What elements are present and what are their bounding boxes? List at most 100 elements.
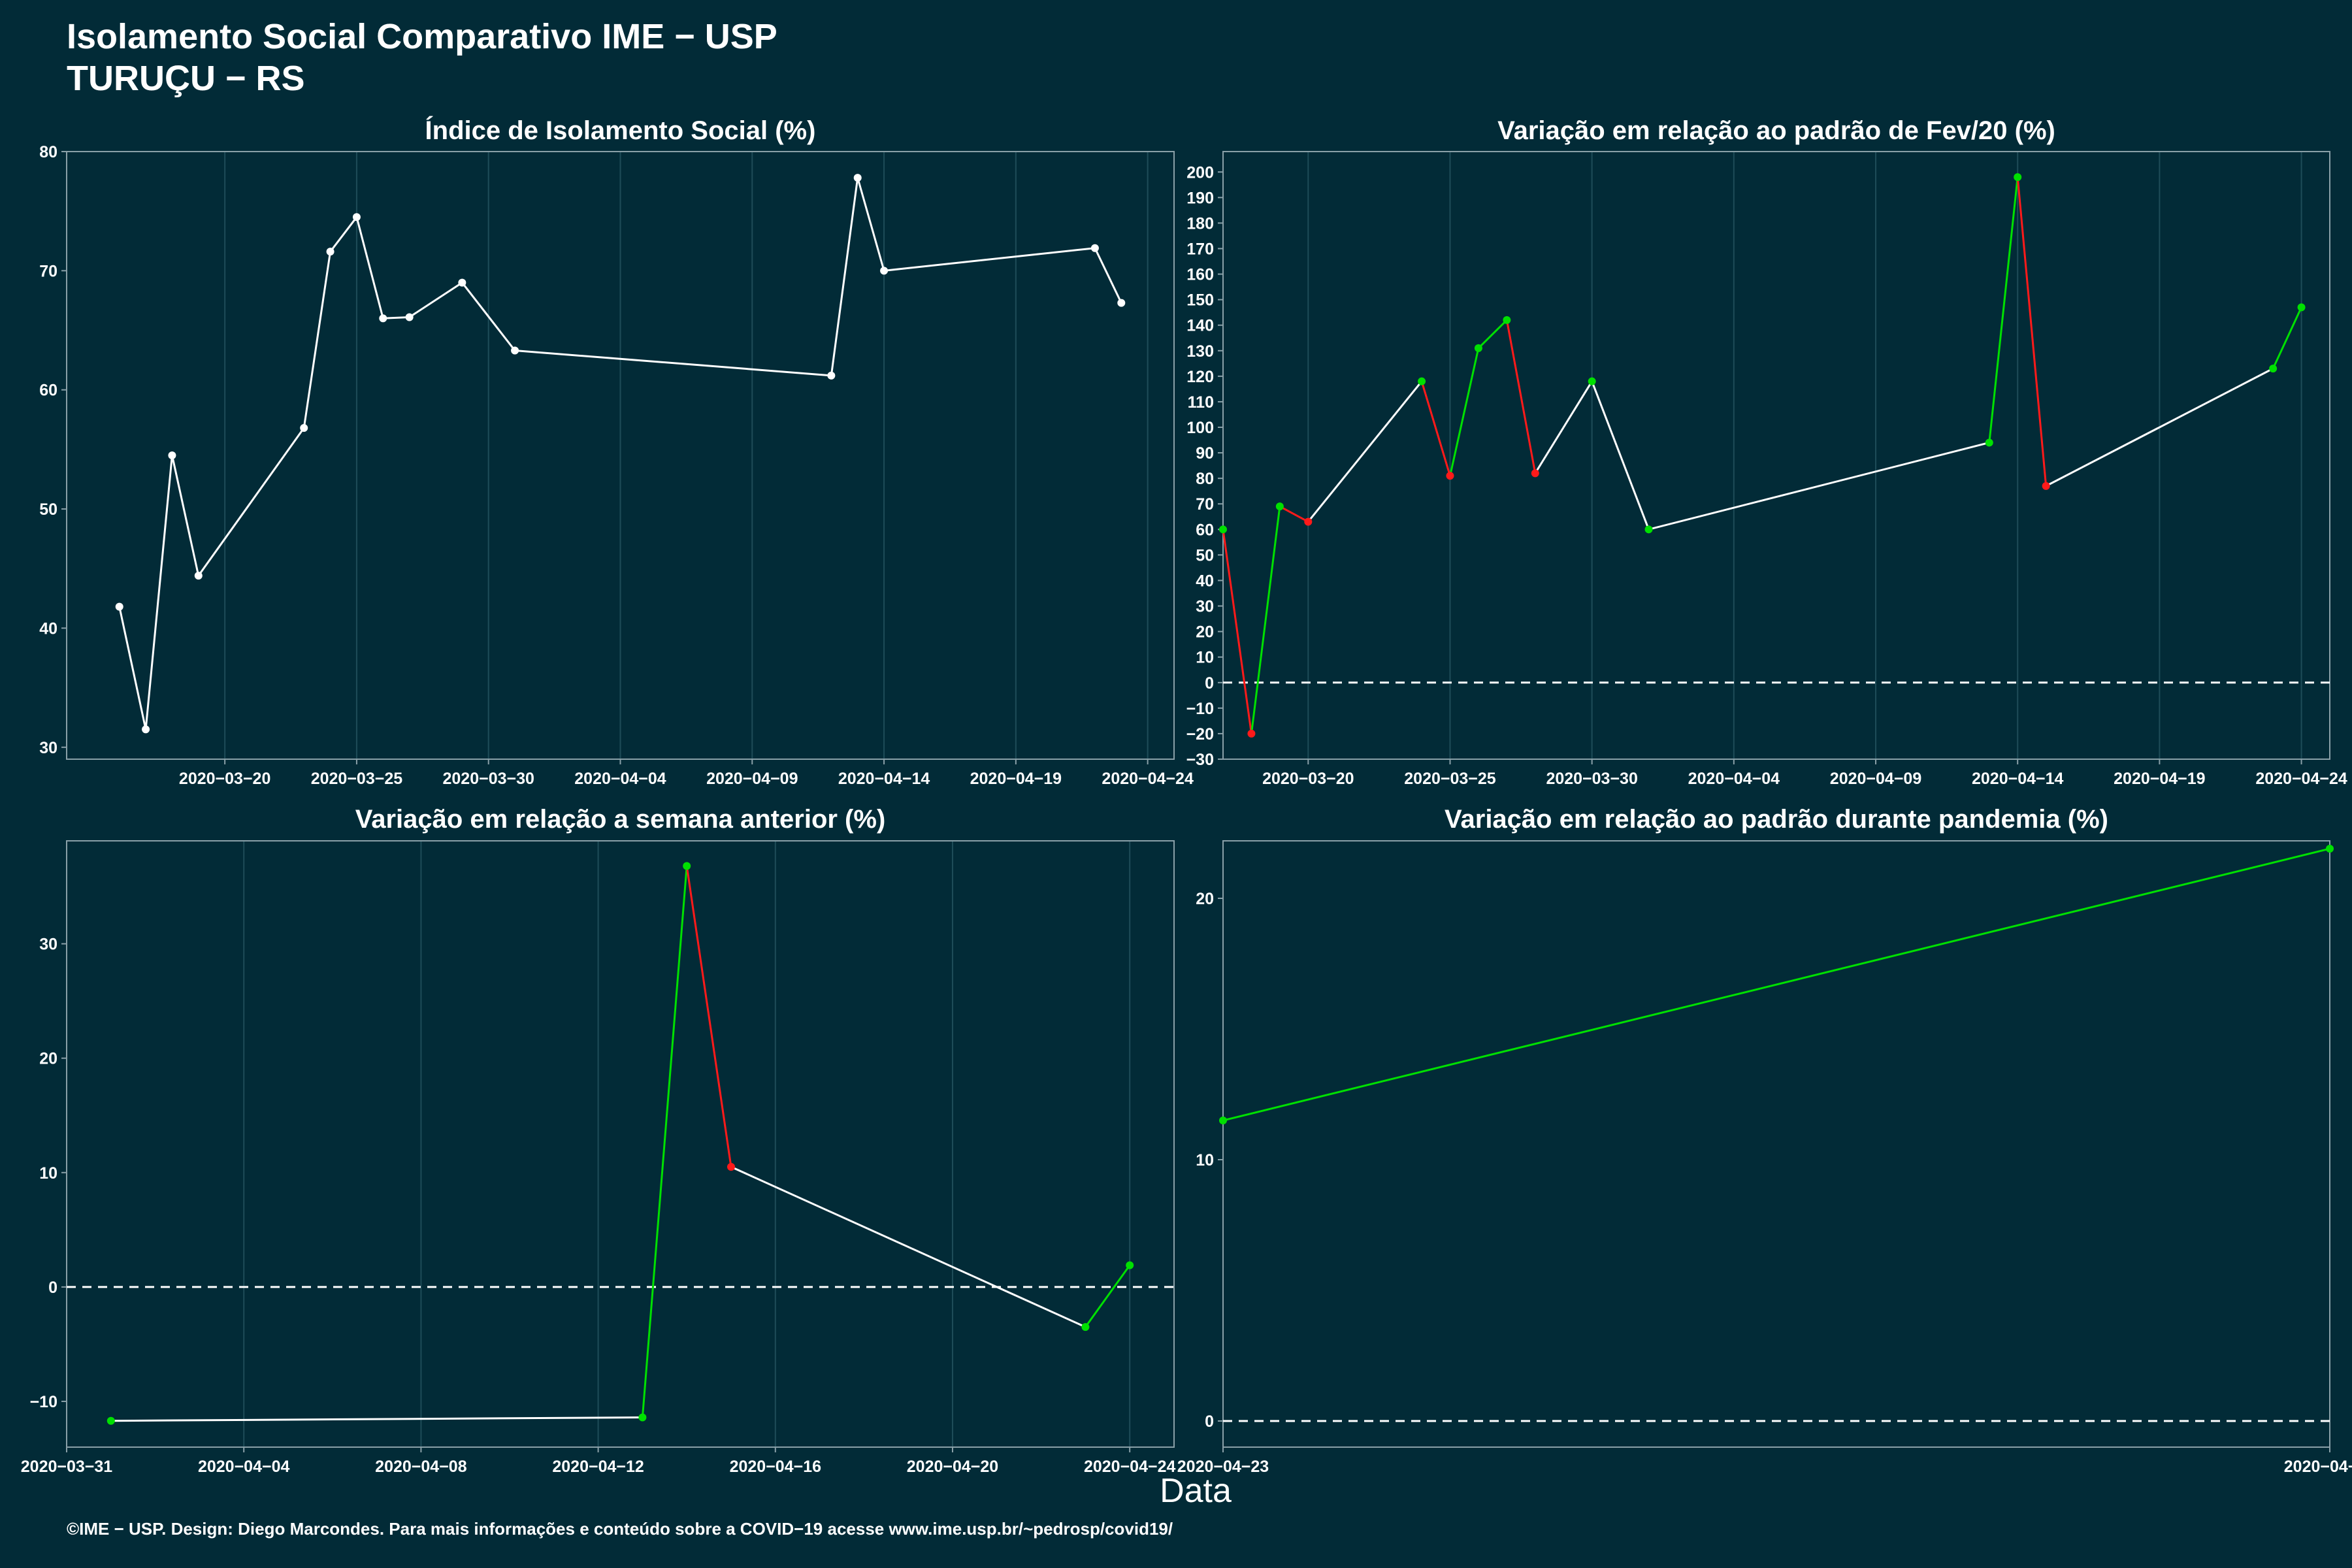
x-tick-label: 2020−04−24 — [2284, 1458, 2352, 1476]
series-segment — [1534, 380, 1593, 474]
series-segment — [197, 427, 305, 577]
series-segment — [830, 177, 859, 376]
data-point — [1446, 472, 1454, 480]
data-point — [106, 1416, 115, 1425]
footer-credits: ©IME − USP. Design: Diego Marcondes. Par… — [67, 1519, 1173, 1539]
x-tick-label: 2020−04−04 — [1688, 770, 1780, 788]
data-point — [880, 267, 889, 275]
series-segment — [1505, 319, 1537, 474]
y-tick-label: −10 — [1186, 700, 1214, 718]
page-subtitle: TURUÇU − RS — [67, 59, 305, 98]
x-tick-label: 2020−03−20 — [1262, 770, 1354, 788]
series-segment — [2045, 367, 2274, 487]
data-point — [1474, 344, 1482, 352]
y-tick-label: 30 — [39, 936, 57, 954]
x-tick-label: 2020−04−09 — [706, 770, 798, 788]
y-tick-label: 50 — [39, 500, 57, 519]
series-segment — [408, 282, 463, 318]
y-tick-label: 0 — [1205, 1413, 1214, 1431]
data-point — [1503, 316, 1511, 324]
y-tick-label: 180 — [1186, 214, 1214, 233]
y-tick-label: 0 — [48, 1279, 57, 1297]
series-segment — [730, 1166, 1086, 1328]
series-segment — [514, 350, 832, 377]
data-point — [1985, 438, 1993, 447]
series-segment — [685, 866, 732, 1168]
y-tick-label: −10 — [30, 1393, 57, 1411]
x-tick-label: 2020−04−23 — [1177, 1458, 1269, 1476]
y-tick-label: 150 — [1186, 291, 1214, 310]
x-tick-label: 2020−04−04 — [574, 770, 666, 788]
data-point — [1081, 1323, 1090, 1331]
x-tick-label: 2020−03−31 — [21, 1458, 113, 1476]
page-title: Isolamento Social Comparativo IME − USP — [67, 17, 777, 56]
series-segment — [1279, 505, 1309, 523]
y-tick-label: 100 — [1186, 419, 1214, 437]
x-tick-label: 2020−03−30 — [442, 770, 534, 788]
data-point — [115, 602, 123, 611]
series-segment — [1420, 381, 1451, 476]
y-tick-label: 30 — [1196, 598, 1214, 616]
data-point — [458, 278, 466, 287]
y-tick-label: 70 — [39, 262, 57, 280]
y-tick-label: 70 — [1196, 495, 1214, 514]
data-point — [727, 1163, 735, 1171]
y-tick-label: 170 — [1186, 240, 1214, 258]
series-segment — [857, 177, 885, 271]
series-segment — [1307, 380, 1423, 523]
x-tick-label: 2020−04−09 — [1830, 770, 1921, 788]
data-point — [1275, 502, 1284, 511]
y-tick-label: −20 — [1186, 725, 1214, 743]
data-point — [1090, 244, 1099, 252]
y-tick-label: 10 — [39, 1164, 57, 1183]
y-tick-label: 50 — [1196, 546, 1214, 564]
data-point — [352, 213, 361, 221]
series-segment — [110, 1416, 643, 1422]
x-tick-label: 2020−04−24 — [1084, 1458, 1176, 1476]
y-tick-label: 190 — [1186, 189, 1214, 207]
series-segment — [1094, 248, 1122, 304]
series-segment — [1648, 442, 1990, 531]
data-point — [194, 572, 203, 580]
data-point — [1304, 517, 1313, 526]
series-segment — [1222, 529, 1252, 734]
series-segment — [641, 866, 688, 1418]
x-tick-label: 2020−03−30 — [1546, 770, 1637, 788]
x-tick-label: 2020−04−24 — [1102, 770, 1194, 788]
data-point — [683, 862, 691, 870]
x-tick-label: 2020−04−04 — [198, 1458, 290, 1476]
y-tick-label: 0 — [1205, 674, 1214, 693]
panel-title-isolation-index: Índice de Isolamento Social (%) — [425, 116, 816, 145]
y-tick-label: 60 — [1196, 521, 1214, 539]
x-tick-label: 2020−04−19 — [970, 770, 1062, 788]
data-point — [1588, 377, 1596, 385]
data-point — [1219, 1117, 1227, 1124]
y-tick-label: 90 — [1196, 444, 1214, 463]
data-point — [638, 1413, 647, 1422]
series-segment — [118, 606, 147, 730]
data-point — [2042, 482, 2050, 490]
panel-title-variation-pandemic: Variação em relação ao padrão durante pa… — [1445, 805, 2108, 834]
data-point — [853, 174, 862, 182]
y-tick-label: 40 — [1196, 572, 1214, 590]
x-tick-label: 2020−03−20 — [179, 770, 270, 788]
y-tick-label: 20 — [1196, 623, 1214, 642]
series-segment — [1449, 348, 1480, 476]
panel-title-variation-week: Variação em relação a semana anterior (%… — [355, 805, 886, 834]
x-tick-label: 2020−03−25 — [311, 770, 403, 788]
y-tick-label: 80 — [39, 143, 57, 161]
x-tick-label: 2020−04−12 — [552, 1458, 644, 1476]
panel-border — [1222, 840, 2330, 1448]
series-segment — [383, 316, 410, 319]
y-tick-label: 160 — [1186, 266, 1214, 284]
series-segment — [329, 216, 358, 253]
series-segment — [144, 455, 173, 730]
series-segment — [302, 251, 332, 429]
data-point — [2014, 173, 2022, 182]
x-tick-label: 2020−04−19 — [2114, 770, 2205, 788]
series-segment — [1591, 381, 1650, 530]
series-segment — [171, 455, 200, 576]
x-tick-label: 2020−04−24 — [2255, 770, 2347, 788]
series-segment — [883, 247, 1096, 272]
x-tick-label: 2020−04−08 — [375, 1458, 467, 1476]
